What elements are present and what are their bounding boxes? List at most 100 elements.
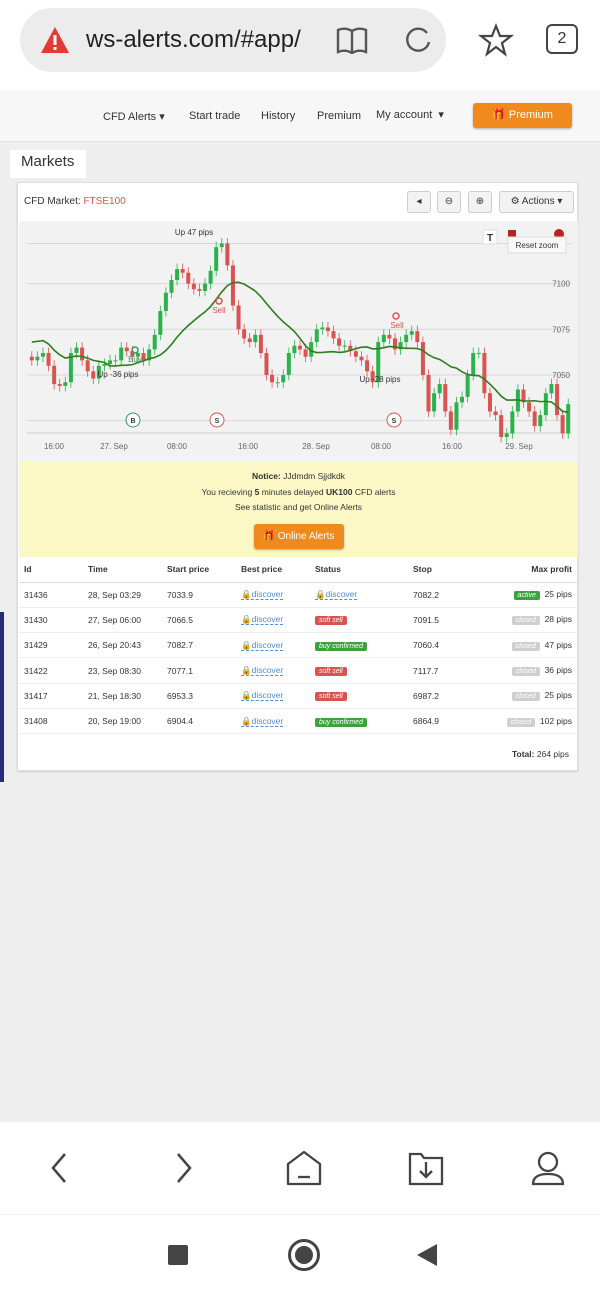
flag-marker [386,412,402,428]
candle [353,351,358,357]
candle [158,311,163,335]
system-back-button[interactable] [415,1242,439,1268]
cell-best: 🔒discover [236,607,310,634]
home-button[interactable] [288,1239,320,1271]
notice-line-3: See statistic and get Online Alerts [234,502,363,512]
back-icon[interactable] [45,1148,75,1188]
candle [510,411,515,434]
cell-status: soft sell [310,683,408,709]
candle [448,411,453,430]
status-discover-link[interactable]: 🔒discover [315,589,358,601]
zoom-in-button[interactable]: ⊕ [468,191,492,213]
actions-button[interactable]: ⚙ Actions ▾ [499,191,574,213]
plot-background [19,221,578,461]
notice-label: Notice: [251,471,281,481]
candle [208,270,213,284]
link-text: discover [251,589,284,600]
candle [130,351,135,357]
zoom-out-button[interactable]: ⊖ [437,191,461,213]
candle [404,334,409,343]
cell-time: 23, Sep 08:30 [83,657,162,684]
cell-profit: closed 36 pips [478,657,578,684]
premium-button[interactable]: 🎁 Premium [473,103,572,128]
tabs-button[interactable]: 2 [546,24,578,54]
cell-id: 31429 [19,632,83,659]
candle [325,327,330,332]
x-tick-label: 16:00 [238,442,259,451]
cell-start: 6953.3 [162,683,236,709]
reload-icon[interactable] [400,22,436,58]
candle [398,342,403,350]
best-discover-link[interactable]: 🔒discover [241,665,284,677]
nav-history[interactable]: History [261,110,296,122]
candle [309,342,314,357]
online-alerts-label: Online Alerts [277,530,335,542]
reset-zoom-label: Reset zoom [516,241,559,250]
candle [102,364,107,366]
cell-id: 31417 [19,683,83,709]
address-bar[interactable]: ws-alerts.com/#app/ [20,8,446,72]
table-row: 31422 23, Sep 08:30 7077.1 🔒discover sof… [19,657,578,684]
online-alerts-button[interactable]: 🎁 Online Alerts [253,523,344,549]
side-strip [0,612,4,782]
best-discover-link[interactable]: 🔒discover [241,589,284,601]
reader-icon[interactable] [334,22,370,58]
candle [85,360,90,372]
nav-premium[interactable]: Premium [317,110,361,122]
candle [91,371,96,379]
url-text[interactable]: ws-alerts.com/#app/ [86,26,301,53]
candle [303,349,308,357]
profit: 25 pips [544,589,572,600]
cell-best: 🔒discover [236,657,310,684]
cell-stop: 7091.5 [408,607,478,634]
cell-start: 6904.4 [162,708,236,735]
nav-my-account[interactable]: My account ▾ [376,109,444,121]
cell-start: 7066.5 [162,607,236,634]
forward-icon[interactable] [168,1148,198,1188]
chart-annotation: Sell [390,321,404,330]
tab-markets[interactable]: Markets [10,150,86,178]
cell-stop: 7060.4 [408,632,478,659]
cell-status: soft sell [310,607,408,634]
candle [409,331,414,335]
cell-id: 31422 [19,657,83,684]
candle [487,393,492,412]
best-discover-link[interactable]: 🔒discover [241,614,284,626]
premium-label: Premium [508,109,553,121]
system-nav-bar [0,1214,600,1294]
profile-icon[interactable] [528,1148,568,1188]
chart-annotation: Buy [128,355,142,364]
candle [521,389,526,403]
recents-button[interactable] [168,1245,188,1265]
candle [219,243,224,248]
downloads-icon[interactable] [406,1148,446,1188]
candlestick-chart[interactable]: 7100 7075 7050 16:00 27. Sep 08:00 16:00 28. Se… [19,221,578,461]
status-badge: soft sell [315,667,347,677]
col-max-profit: Max profit [478,557,578,583]
candle [504,433,509,438]
candle [225,243,230,266]
status-badge: soft sell [315,616,347,626]
col-id: Id [19,557,83,583]
best-discover-link[interactable]: 🔒discover [241,690,284,702]
candle [292,345,297,354]
best-discover-link[interactable]: 🔒discover [241,639,284,651]
sell-signal-icon [215,297,223,305]
candle [476,353,481,355]
state-badge: closed [511,667,540,677]
candle [286,353,291,375]
notice-line-1: Notice: JJdmdm Sjjdkdk [19,469,578,485]
candle [392,338,397,350]
back-button[interactable]: ◂ [407,191,431,213]
best-discover-link[interactable]: 🔒discover [241,715,284,727]
candle [471,353,476,375]
home-icon[interactable] [284,1148,324,1188]
nav-cfd-alerts[interactable]: CFD Alerts ▾ [103,111,165,123]
candle [560,415,565,434]
nav-start-trade[interactable]: Start trade [189,110,241,122]
star-icon[interactable] [478,22,514,58]
table-row: 31408 20, Sep 19:00 6904.4 🔒discover buy… [19,708,578,735]
x-tick-label: 08:00 [371,442,392,451]
candle [119,347,124,361]
cell-best: 🔒discover [236,683,310,709]
